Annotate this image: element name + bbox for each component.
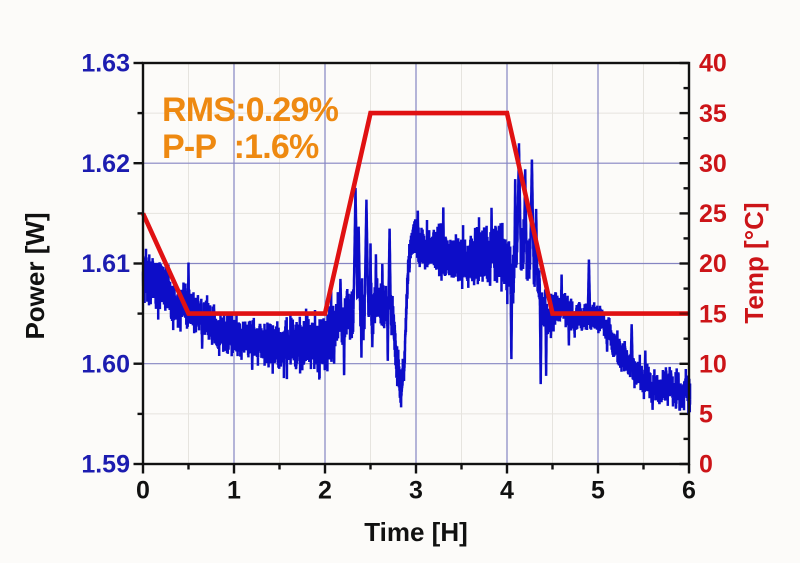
svg-text:5: 5 bbox=[591, 477, 605, 505]
svg-text:40: 40 bbox=[699, 50, 727, 78]
svg-text:1.62: 1.62 bbox=[81, 150, 130, 178]
svg-text:0: 0 bbox=[699, 451, 713, 479]
svg-text:3: 3 bbox=[409, 477, 423, 505]
svg-text:Power [W]: Power [W] bbox=[20, 212, 50, 339]
svg-text:1.60: 1.60 bbox=[81, 350, 130, 378]
svg-text:1.61: 1.61 bbox=[81, 250, 130, 278]
svg-text:2: 2 bbox=[318, 477, 332, 505]
svg-text:Time [H]: Time [H] bbox=[364, 517, 468, 547]
svg-text:1: 1 bbox=[227, 477, 241, 505]
svg-text:1.59: 1.59 bbox=[81, 451, 130, 479]
svg-text:5: 5 bbox=[699, 401, 713, 429]
svg-text:10: 10 bbox=[699, 350, 727, 378]
svg-text:15: 15 bbox=[699, 300, 727, 328]
svg-text:30: 30 bbox=[699, 150, 727, 178]
svg-text:RMS:0.29%: RMS:0.29% bbox=[162, 91, 339, 129]
svg-text:6: 6 bbox=[682, 477, 696, 505]
svg-text:35: 35 bbox=[699, 100, 727, 128]
svg-text:25: 25 bbox=[699, 200, 727, 228]
svg-text:P-P :1.6%: P-P :1.6% bbox=[162, 128, 319, 166]
svg-text:0: 0 bbox=[136, 477, 150, 505]
svg-text:Temp [°C]: Temp [°C] bbox=[739, 202, 769, 323]
svg-text:4: 4 bbox=[500, 477, 514, 505]
svg-text:20: 20 bbox=[699, 250, 727, 278]
svg-text:1.63: 1.63 bbox=[81, 50, 130, 78]
